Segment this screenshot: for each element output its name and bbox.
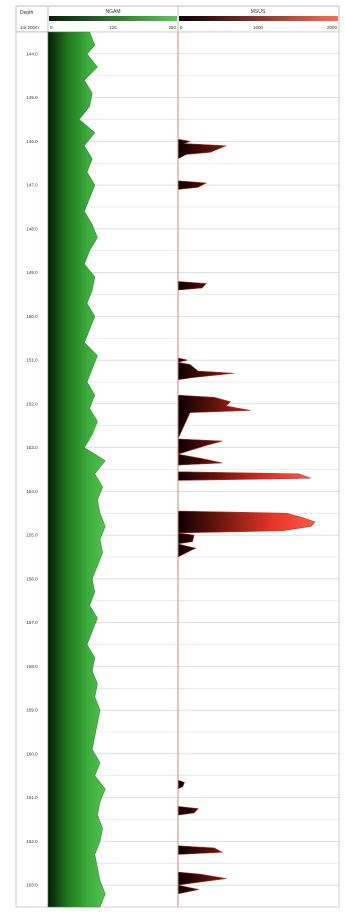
depth-tick-label: 160.0	[26, 751, 38, 756]
depth-tick-label: 147.0	[26, 183, 38, 188]
depth-tick-label: 158.0	[26, 664, 38, 669]
ngam-color-bar	[49, 16, 177, 21]
depth-tick-labels: 144.0 145.0 146.0 147.0 148.0 149.0 150.0 151.0…	[26, 51, 38, 887]
log-header: Depth 1m:200m NGAM 0 125 250 MSUS 0 1000…	[15, 5, 340, 33]
depth-tick-label: 159.0	[26, 708, 38, 713]
depth-tick-label: 151.0	[26, 358, 38, 363]
depth-tick-label: 162.0	[26, 839, 38, 844]
ngam-min-label: 0	[50, 25, 53, 30]
depth-tick-label: 163.0	[26, 883, 38, 888]
depth-tick-label: 152.0	[26, 401, 38, 406]
depth-tick-label: 153.0	[26, 445, 38, 450]
depth-title: Depth	[20, 10, 34, 16]
depth-tick-label: 150.0	[26, 314, 38, 319]
ngam-curve	[47, 31, 106, 908]
depth-tick-label: 144.0	[26, 51, 38, 56]
depth-tick-label: 155.0	[26, 533, 38, 538]
msus-min-label: 0	[180, 25, 183, 30]
depth-tick-label: 145.0	[26, 95, 38, 100]
ngam-track-label: NGAM	[106, 9, 121, 15]
depth-tick-label: 161.0	[26, 795, 38, 800]
depth-unit: 1m:200m	[20, 25, 39, 30]
msus-max-label: 2000	[327, 25, 338, 30]
msus-color-bar	[179, 16, 338, 21]
ngam-mid-label: 125	[109, 25, 117, 30]
depth-tick-label: 149.0	[26, 270, 38, 275]
depth-tick-label: 146.0	[26, 139, 38, 144]
depth-tick-label: 156.0	[26, 576, 38, 581]
depth-tick-label: 148.0	[26, 226, 38, 231]
msus-mid-label: 1000	[253, 25, 264, 30]
depth-tick-label: 157.0	[26, 620, 38, 625]
depth-tick-label: 154.0	[26, 489, 38, 494]
ngam-max-label: 250	[168, 25, 176, 30]
msus-track-label: MSUS	[251, 9, 266, 15]
